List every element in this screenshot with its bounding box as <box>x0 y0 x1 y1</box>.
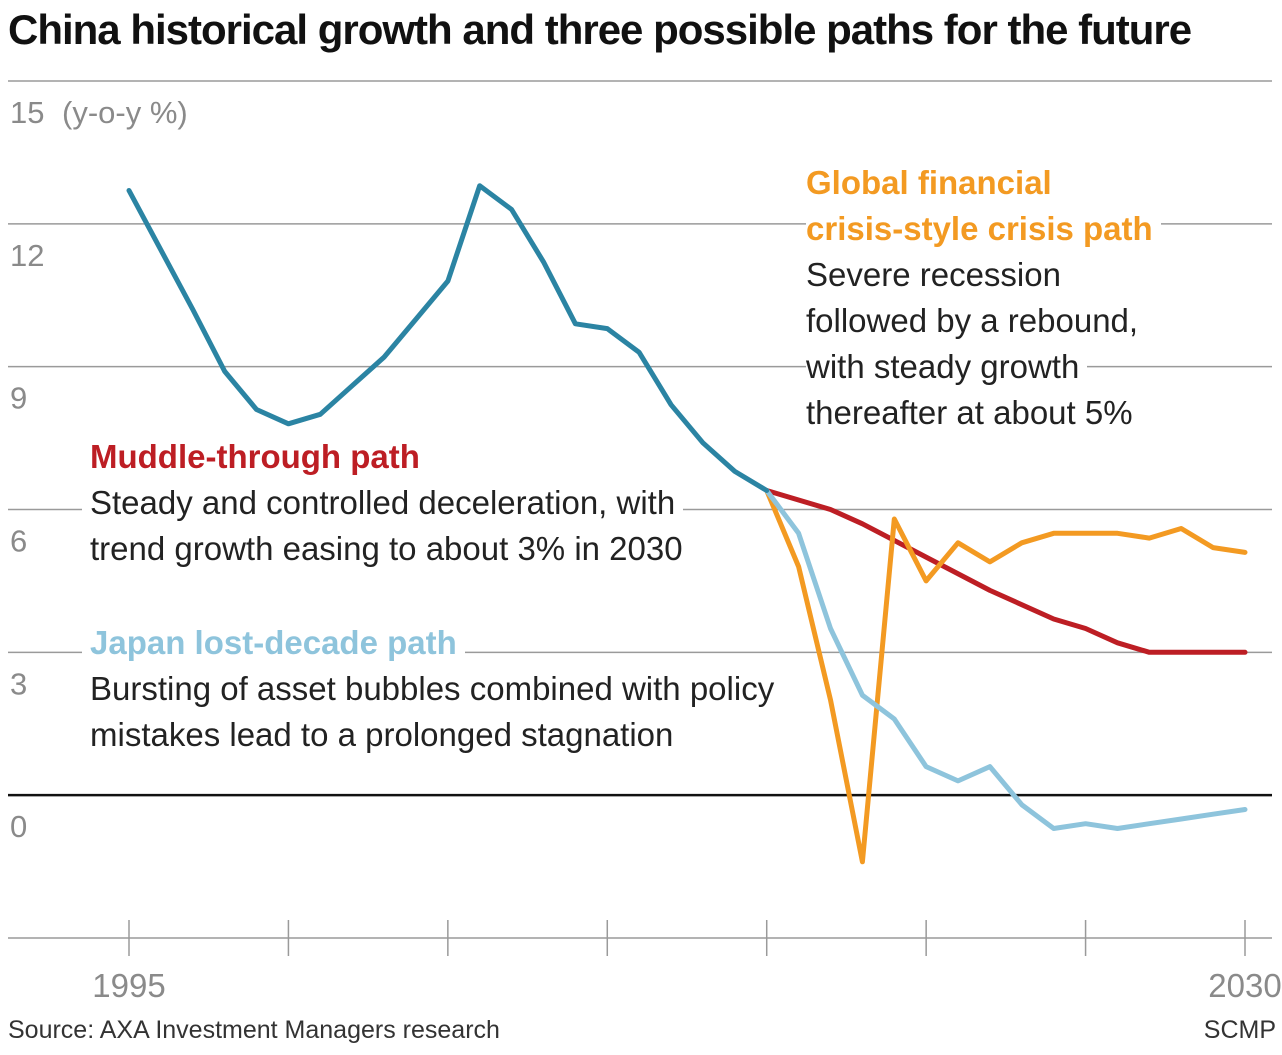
annotation-muddle-body-line1: Steady and controlled deceleration, with <box>82 484 684 521</box>
annotation-gfc-body-line4: thereafter at about 5% <box>806 394 1141 431</box>
y-tick-label-9: 9 <box>10 381 27 416</box>
annotation-gfc-body-line2: followed by a rebound, <box>806 302 1147 339</box>
series-line-global-financial-crisis-style-crisis-path <box>764 488 1248 865</box>
annotation-gfc-head-line2: crisis-style crisis path <box>806 210 1161 247</box>
y-tick-label-15: 15 <box>10 95 44 130</box>
annotation-gfc: Global financial crisis-style crisis pat… <box>806 160 1161 436</box>
annotation-muddle-body-line2: trend growth easing to about 3% in 2030 <box>82 530 691 567</box>
y-axis-labels: 0 3 6 9 12 15 (y-o-y %) <box>10 95 188 844</box>
credit-note: SCMP <box>1203 1016 1276 1044</box>
x-tick-label-2030: 2030 <box>1208 967 1281 1004</box>
chart-title: China historical growth and three possib… <box>8 6 1192 53</box>
annotation-gfc-head-line1: Global financial <box>806 164 1060 201</box>
x-axis: 1995 2030 <box>8 920 1282 1004</box>
y-tick-label-0: 0 <box>10 809 27 844</box>
y-tick-label-12: 12 <box>10 238 44 273</box>
annotation-gfc-body-line1: Severe recession <box>806 256 1069 293</box>
annotation-japan-body-line1: Bursting of asset bubbles combined with … <box>82 670 783 707</box>
y-tick-label-6: 6 <box>10 524 27 559</box>
annotation-muddle: Muddle-through path Steady and controlle… <box>82 434 691 572</box>
x-tick-label-1995: 1995 <box>92 967 165 1004</box>
series-line-historical <box>126 183 770 493</box>
series-line-muddle-through-path <box>764 488 1248 655</box>
annotation-japan: Japan lost-decade path Bursting of asset… <box>82 620 783 758</box>
y-tick-label-3: 3 <box>10 666 27 701</box>
annotation-japan-head: Japan lost-decade path <box>82 624 465 661</box>
y-unit-label: (y-o-y %) <box>62 95 188 130</box>
series-line-japan-lost-decade-path <box>764 488 1248 831</box>
series-lines <box>126 183 1248 865</box>
annotation-gfc-body-line3: with steady growth <box>806 348 1088 385</box>
annotation-muddle-head: Muddle-through path <box>82 438 428 475</box>
annotation-japan-body-line2: mistakes lead to a prolonged stagnation <box>82 716 682 753</box>
source-note: Source: AXA Investment Managers research <box>8 1016 500 1044</box>
